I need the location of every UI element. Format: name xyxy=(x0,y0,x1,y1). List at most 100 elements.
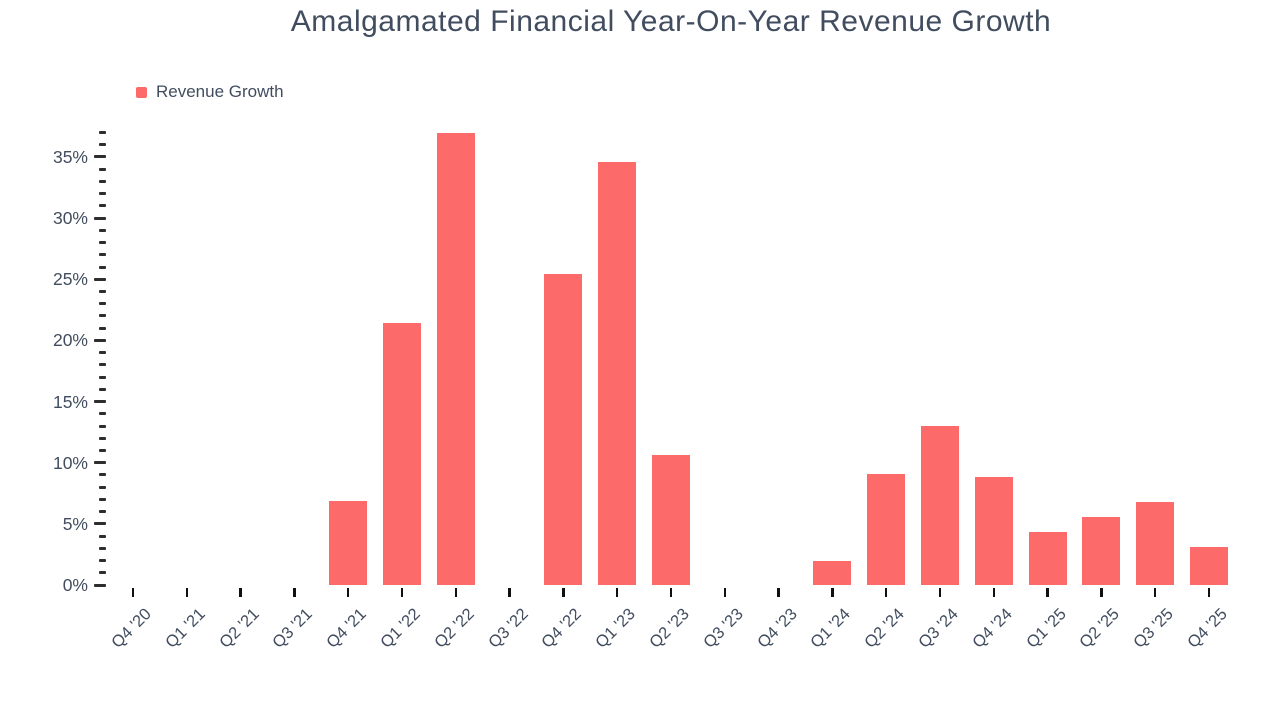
x-axis-tick xyxy=(723,588,727,597)
y-axis-major-tick xyxy=(94,522,106,526)
y-axis-minor-tick xyxy=(98,436,106,440)
y-axis-major-tick xyxy=(94,461,106,465)
x-axis-label: Q2 '25 xyxy=(1076,605,1124,652)
y-axis-label: 20% xyxy=(52,330,88,351)
chart-title: Amalgamated Financial Year-On-Year Reven… xyxy=(290,5,1052,38)
y-axis-major-tick xyxy=(94,583,106,587)
bar-q4-25[interactable] xyxy=(1190,547,1228,585)
y-axis-minor-tick xyxy=(98,485,106,489)
y-axis-minor-tick xyxy=(98,265,106,269)
x-axis-label: Q1 '23 xyxy=(592,605,639,652)
x-axis-label: Q3 '24 xyxy=(914,605,962,652)
x-axis-tick xyxy=(454,588,458,597)
x-axis-tick xyxy=(185,588,189,597)
x-axis-tick xyxy=(131,588,135,597)
legend-label: Revenue Growth xyxy=(156,82,284,101)
y-axis-minor-tick xyxy=(98,448,106,452)
bar-q2-25[interactable] xyxy=(1082,516,1121,585)
y-axis-minor-tick xyxy=(98,192,106,196)
y-axis-label: 10% xyxy=(52,452,88,473)
y-axis-minor-tick xyxy=(98,204,106,208)
y-axis-label: 25% xyxy=(52,269,88,290)
y-axis-minor-tick xyxy=(98,387,106,391)
x-axis-label: Q3 '21 xyxy=(269,605,317,652)
x-axis-label: Q1 '22 xyxy=(376,605,424,652)
legend[interactable]: Revenue Growth xyxy=(136,82,284,102)
x-axis-tick xyxy=(346,588,350,597)
y-axis-major-tick xyxy=(94,277,106,281)
y-axis-major-tick xyxy=(94,338,106,342)
y-axis-minor-tick xyxy=(98,253,106,257)
y-axis-minor-tick xyxy=(98,559,106,563)
y-axis-minor-tick xyxy=(98,473,106,477)
x-axis-tick xyxy=(1153,588,1157,597)
y-axis-minor-tick xyxy=(98,534,106,538)
y-axis-minor-tick xyxy=(98,497,106,501)
x-axis-label: Q2 '24 xyxy=(861,605,908,652)
y-axis-label: 15% xyxy=(52,391,88,412)
x-axis-tick xyxy=(884,588,888,597)
y-axis-minor-tick xyxy=(98,546,106,550)
y-axis-minor-tick xyxy=(98,289,106,293)
x-axis-label: Q2 '23 xyxy=(645,605,693,652)
y-axis-major-tick xyxy=(94,216,106,220)
y-axis-minor-tick xyxy=(98,131,106,134)
x-axis-tick xyxy=(831,588,834,597)
x-axis-label: Q2 '22 xyxy=(430,605,478,652)
y-axis-label: 0% xyxy=(62,575,88,595)
y-axis-minor-tick xyxy=(98,326,106,330)
y-axis-minor-tick xyxy=(98,375,106,379)
x-axis-tick xyxy=(1207,588,1211,597)
bar-q3-25[interactable] xyxy=(1136,501,1175,585)
y-axis-minor-tick xyxy=(98,143,106,147)
x-axis-label: Q4 '23 xyxy=(753,605,801,652)
x-axis-tick xyxy=(669,588,673,597)
legend-swatch-icon xyxy=(136,86,147,98)
bar-q1-25[interactable] xyxy=(1028,532,1067,585)
bar-q1-23[interactable] xyxy=(598,161,637,585)
x-axis-tick xyxy=(508,588,511,597)
bar-q4-22[interactable] xyxy=(544,274,583,585)
x-axis-tick xyxy=(992,588,996,597)
x-axis-label: Q1 '24 xyxy=(807,605,855,652)
x-axis-tick xyxy=(777,588,780,597)
bar-q2-23[interactable] xyxy=(652,455,690,585)
x-axis-tick xyxy=(1046,588,1049,597)
bar-q3-24[interactable] xyxy=(921,426,959,585)
y-axis-major-tick xyxy=(94,155,106,159)
x-axis-label: Q2 '21 xyxy=(215,605,263,652)
y-axis-minor-tick xyxy=(98,241,106,245)
bar-q2-22[interactable] xyxy=(436,132,475,585)
x-axis-label: Q4 '22 xyxy=(538,605,586,652)
x-axis-tick xyxy=(400,588,404,597)
y-axis-minor-tick xyxy=(98,228,106,232)
y-axis-minor-tick xyxy=(98,351,106,355)
bar-q4-21[interactable] xyxy=(329,500,368,585)
bar-q2-24[interactable] xyxy=(867,473,906,585)
y-axis-label: 30% xyxy=(52,208,88,229)
x-axis-tick xyxy=(1100,588,1103,597)
x-axis-tick xyxy=(562,588,565,597)
x-axis-label: Q3 '25 xyxy=(1130,605,1177,652)
x-axis-label: Q1 '21 xyxy=(161,605,209,652)
x-axis-tick xyxy=(615,588,619,597)
x-axis-label: Q4 '20 xyxy=(107,605,155,652)
bar-q1-22[interactable] xyxy=(383,323,421,585)
x-axis-label: Q1 '25 xyxy=(1022,605,1070,652)
x-axis-label: Q4 '24 xyxy=(968,605,1016,652)
y-axis-label: 5% xyxy=(62,513,88,534)
bar-q4-24[interactable] xyxy=(974,477,1013,585)
y-axis-minor-tick xyxy=(98,424,106,428)
y-axis-major-tick xyxy=(94,400,106,404)
y-axis-minor-tick xyxy=(98,314,106,318)
x-axis-label: Q3 '22 xyxy=(484,605,532,652)
y-axis-minor-tick xyxy=(98,571,106,575)
x-axis-tick xyxy=(239,588,242,597)
y-axis-minor-tick xyxy=(98,179,106,183)
x-axis-tick xyxy=(938,588,942,597)
x-axis-tick xyxy=(293,588,296,597)
bar-q1-24[interactable] xyxy=(813,560,852,585)
y-axis-minor-tick xyxy=(98,167,106,171)
x-axis-label: Q4 '25 xyxy=(1183,605,1231,652)
